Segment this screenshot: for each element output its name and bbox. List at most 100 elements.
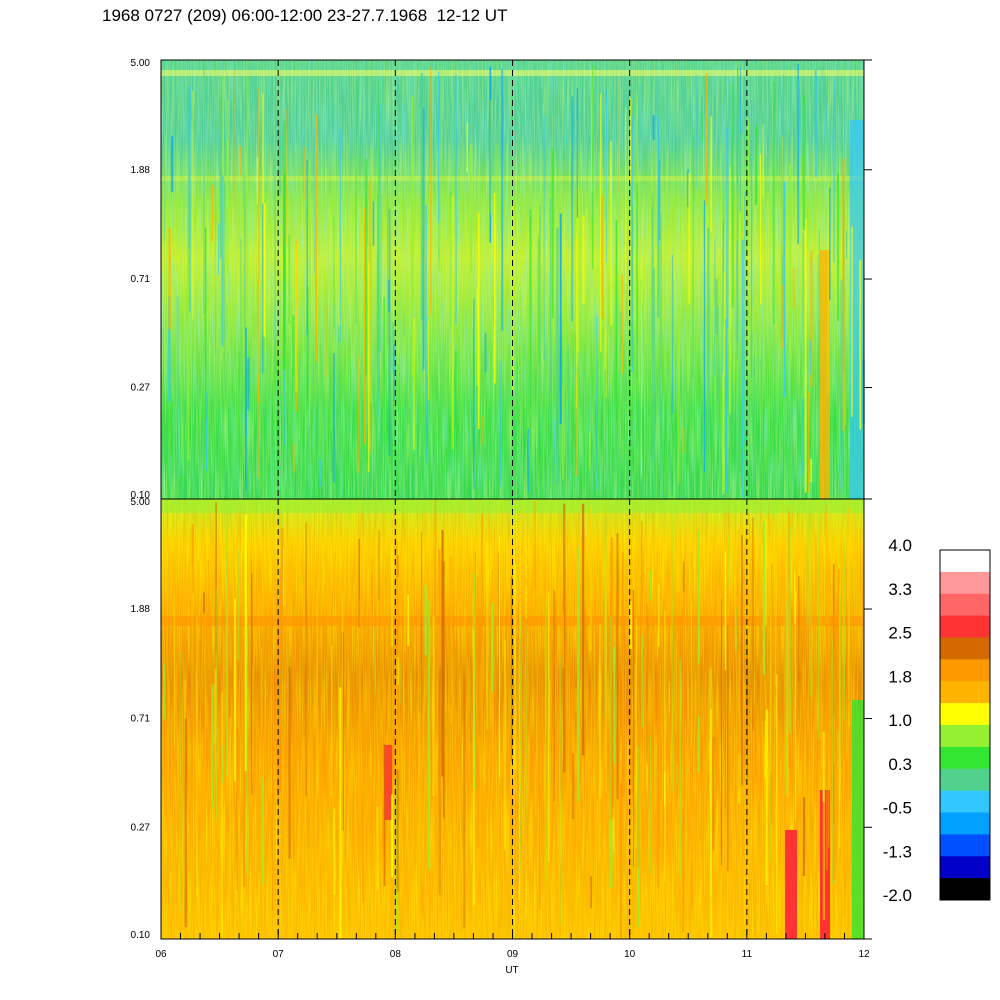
texture-streak — [641, 254, 642, 476]
texture-streak — [495, 144, 497, 224]
texture-streak — [238, 351, 240, 468]
texture-streak — [798, 576, 800, 683]
texture-streak — [814, 69, 817, 178]
texture-streak — [575, 374, 578, 477]
texture-streak — [714, 238, 716, 375]
texture-streak — [627, 227, 629, 324]
texture-streak — [651, 193, 654, 458]
texture-streak — [501, 69, 504, 331]
texture-streak — [741, 239, 744, 498]
texture-streak — [598, 664, 601, 863]
texture-streak — [788, 510, 790, 768]
texture-streak — [168, 296, 171, 402]
texture-streak — [734, 607, 737, 651]
texture-streak — [741, 534, 743, 785]
texture-streak — [553, 590, 556, 802]
texture-streak — [576, 186, 579, 353]
colorbar-swatch — [940, 790, 990, 814]
texture-streak — [838, 584, 841, 849]
texture-streak — [175, 661, 177, 759]
texture-streak — [243, 174, 246, 335]
texture-streak — [245, 327, 247, 491]
texture-streak — [366, 99, 368, 243]
texture-streak — [407, 594, 410, 646]
texture-streak — [591, 66, 593, 192]
texture-streak — [342, 593, 344, 869]
texture-streak — [440, 66, 443, 274]
texture-streak — [305, 522, 307, 797]
texture-streak — [504, 640, 506, 850]
x-tick-label: 07 — [273, 949, 285, 960]
texture-streak — [517, 769, 519, 887]
texture-streak — [288, 666, 291, 859]
texture-streak — [828, 609, 830, 848]
texture-streak — [818, 229, 821, 452]
texture-streak — [365, 158, 368, 376]
texture-streak — [644, 586, 646, 788]
texture-streak — [339, 687, 342, 939]
texture-streak — [646, 604, 648, 765]
texture-streak — [767, 752, 768, 884]
y-tick-label: 5.00 — [131, 58, 151, 69]
chart-title: 1968 0727 (209) 06:00-12:00 23-27.7.1968… — [102, 6, 508, 25]
texture-streak — [511, 203, 514, 391]
x-tick-label: 09 — [507, 949, 519, 960]
texture-streak — [780, 322, 782, 345]
texture-streak — [403, 313, 405, 336]
texture-streak — [740, 133, 743, 269]
texture-streak — [724, 646, 726, 809]
texture-streak — [163, 505, 165, 700]
texture-streak — [848, 652, 850, 718]
texture-streak — [239, 250, 241, 482]
texture-streak — [543, 115, 546, 361]
texture-streak — [591, 64, 594, 270]
texture-streak — [292, 315, 295, 375]
colorbar-swatch — [940, 703, 990, 726]
texture-streak — [616, 533, 619, 800]
texture-streak — [716, 306, 719, 404]
texture-streak — [683, 557, 685, 830]
bottom-panel-dashed-lines — [277, 499, 748, 939]
texture-streak — [664, 771, 666, 805]
texture-streak — [383, 297, 385, 442]
texture-streak — [632, 589, 634, 867]
texture-streak — [669, 682, 670, 713]
texture-streak — [574, 688, 578, 712]
texture-streak — [476, 289, 479, 386]
texture-streak — [835, 598, 838, 646]
texture-streak — [424, 585, 427, 656]
texture-streak — [554, 420, 556, 464]
texture-streak — [165, 133, 167, 159]
bottom-panel-feature — [785, 830, 797, 939]
texture-streak — [306, 160, 308, 335]
texture-streak — [333, 216, 335, 328]
y-tick-label: 0.71 — [131, 714, 151, 725]
texture-streak — [519, 573, 522, 639]
colorbar-swatch — [940, 615, 990, 639]
texture-streak — [211, 684, 213, 809]
texture-streak — [262, 203, 264, 374]
texture-streak — [484, 333, 487, 372]
texture-streak — [281, 527, 284, 651]
texture-streak — [818, 512, 820, 739]
texture-streak — [847, 782, 850, 934]
texture-streak — [549, 198, 552, 395]
texture-streak — [455, 73, 457, 325]
texture-streak — [631, 204, 634, 366]
texture-streak — [699, 841, 701, 865]
texture-streak — [807, 391, 810, 493]
texture-streak — [783, 181, 786, 398]
texture-streak — [452, 185, 454, 433]
texture-streak — [846, 230, 848, 260]
texture-streak — [262, 777, 264, 885]
texture-streak — [218, 222, 220, 275]
texture-streak — [525, 585, 528, 619]
texture-streak — [463, 677, 466, 928]
y-tick-label: 0.27 — [131, 822, 151, 833]
texture-streak — [428, 880, 431, 929]
texture-streak — [404, 555, 406, 652]
texture-streak — [490, 603, 494, 693]
texture-streak — [545, 599, 547, 882]
texture-streak — [657, 115, 660, 245]
texture-streak — [373, 626, 376, 695]
